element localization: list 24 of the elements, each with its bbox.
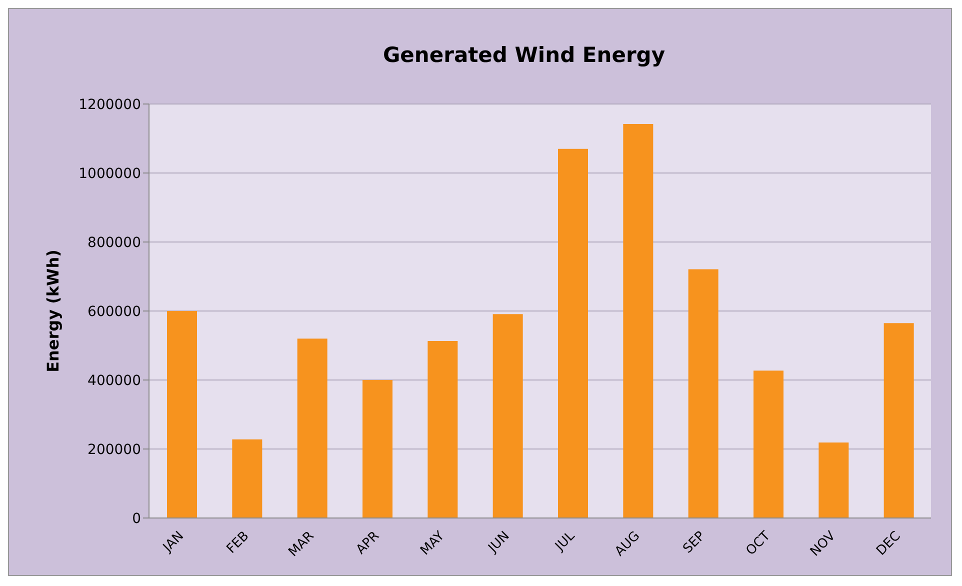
bar <box>688 269 718 518</box>
bar <box>232 439 262 518</box>
bar <box>428 341 458 518</box>
bar <box>754 370 784 518</box>
bar <box>297 338 328 518</box>
bar <box>884 323 914 518</box>
y-tick-label: 200000 <box>88 442 141 458</box>
x-tick-label: FEB <box>224 528 252 557</box>
y-tick-label: 1000000 <box>78 166 141 182</box>
y-tick-label: 800000 <box>88 234 141 251</box>
bar <box>167 311 197 518</box>
y-axis-title: Energy (kWh) <box>44 250 63 372</box>
y-tick-label: 0 <box>132 510 141 527</box>
bar <box>492 314 523 518</box>
y-tick-label: 1200000 <box>78 96 141 113</box>
x-tick-label: JUL <box>552 528 578 555</box>
x-tick-label: SEP <box>680 528 708 557</box>
bar <box>818 442 849 518</box>
y-tick-label: 600000 <box>88 304 141 320</box>
y-tick-label: 400000 <box>88 372 141 389</box>
bar <box>558 148 588 518</box>
bar <box>623 124 654 518</box>
bar <box>362 380 392 518</box>
chart-title: Generated Wind Energy <box>382 43 666 67</box>
